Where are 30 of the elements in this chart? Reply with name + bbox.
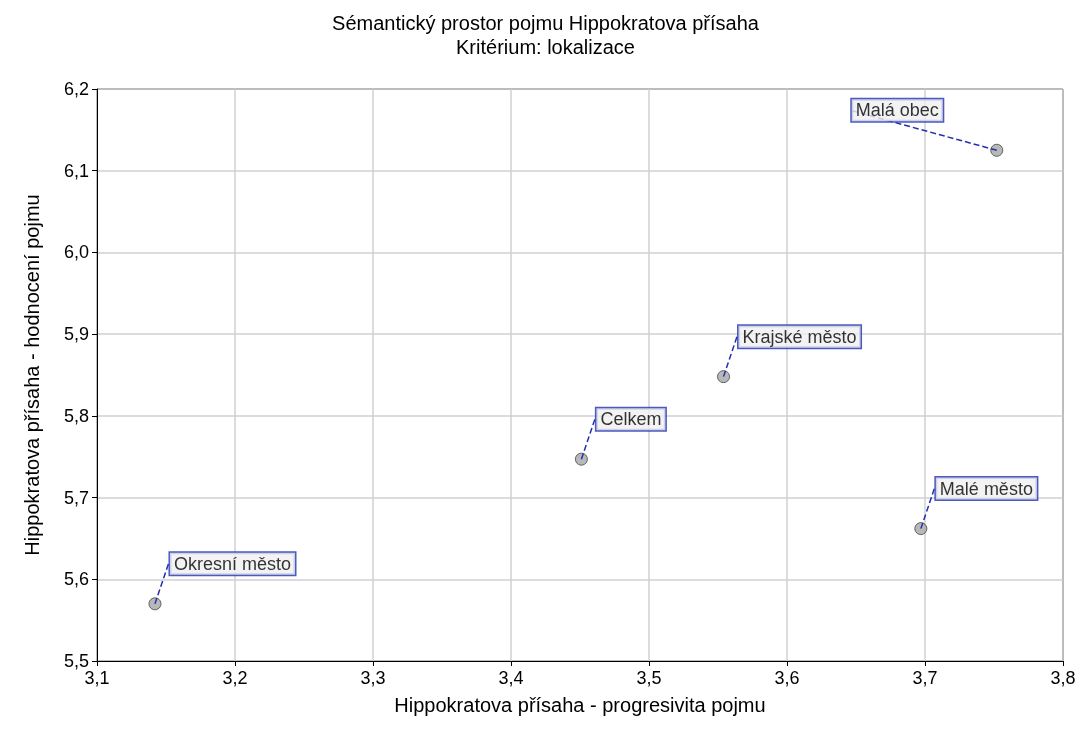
annotation: Malé město — [939, 478, 1033, 499]
x-tick-label: 3,7 — [912, 668, 938, 688]
point — [148, 597, 162, 611]
annotation: Malá obec — [855, 100, 939, 121]
x-tick-label: 3,4 — [498, 668, 524, 688]
y-tick-label: 6,0 — [63, 242, 89, 263]
chart-title: Sémantický prostor pojmu Hippokratova přísaha — [332, 12, 760, 34]
x-tick-label: 3,3 — [360, 668, 386, 688]
y-tick-label: 5,5 — [63, 651, 89, 671]
point — [574, 452, 588, 466]
y-tick-label: 6,1 — [63, 160, 89, 181]
annotation: Okresní město — [173, 553, 292, 574]
y-tick-label: 5,6 — [63, 569, 89, 590]
y-tick-label: 6,2 — [63, 79, 89, 99]
x-axis-title: Hippokratova přísaha - progresivita pojmu — [394, 694, 766, 716]
annotation: Krajské město — [742, 326, 857, 347]
x-tick-label: 3,1 — [84, 668, 110, 688]
point — [990, 143, 1004, 157]
y-tick-label: 5,7 — [63, 487, 89, 508]
point — [914, 522, 928, 536]
y-tick-label: 5,8 — [63, 405, 89, 426]
x-tick-label: 3,8 — [1050, 668, 1076, 688]
point — [717, 370, 731, 384]
y-axis-title: Hippokratova přísaha - hodnocení pojmu — [21, 194, 43, 556]
annotation: Celkem — [600, 409, 662, 430]
x-tick-label: 3,2 — [222, 668, 248, 688]
x-tick-label: 3,5 — [636, 668, 662, 688]
chart-subtitle: Kritérium: lokalizace — [456, 36, 635, 58]
x-tick-label: 3,6 — [774, 668, 800, 688]
y-tick-label: 5,9 — [63, 324, 89, 345]
